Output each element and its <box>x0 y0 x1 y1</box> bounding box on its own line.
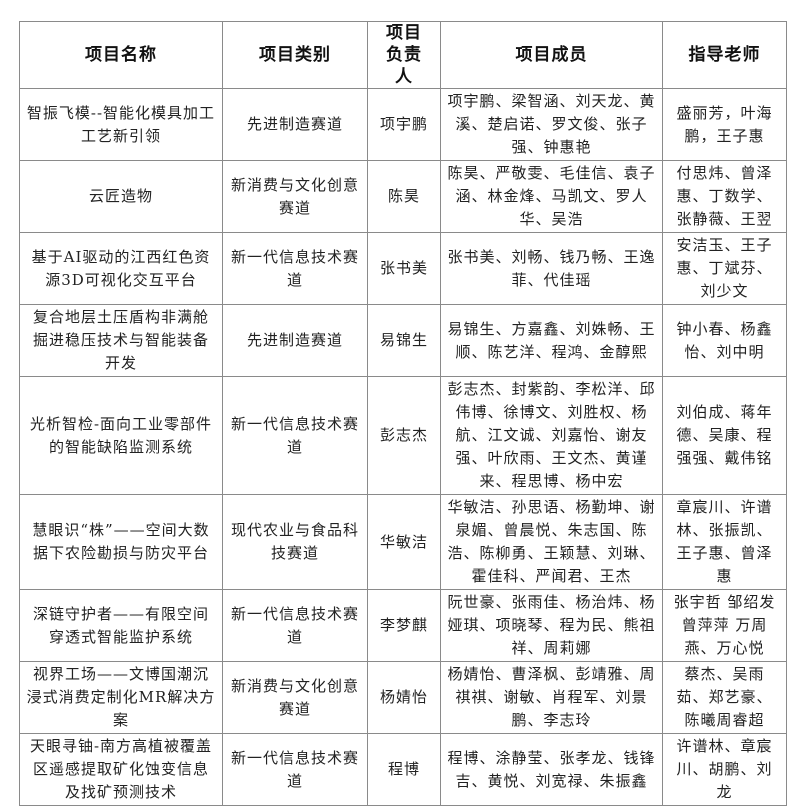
header-project-members: 项目成员 <box>440 21 663 89</box>
cell-project-leader: 张书美 <box>367 232 441 305</box>
cell-project-leader: 项宇鹏 <box>367 88 441 161</box>
cell-project-category: 新一代信息技术赛道 <box>222 376 368 495</box>
cell-project-members: 彭志杰、封紫韵、李松洋、邱伟博、徐博文、刘胜权、杨航、江文诚、刘嘉怡、谢友强、叶… <box>440 376 663 495</box>
cell-advisors: 盛丽芳，叶海鹏，王子惠 <box>662 88 787 161</box>
cell-project-members: 张书美、刘畅、钱乃畅、王逸菲、代佳瑶 <box>440 232 663 305</box>
cell-project-category: 新消费与文化创意赛道 <box>222 160 368 233</box>
cell-project-leader: 杨婧怡 <box>367 661 441 734</box>
cell-project-name: 深链守护者——有限空间穿透式智能监护系统 <box>19 589 223 662</box>
cell-project-members: 杨婧怡、曹泽枫、彭靖雅、周祺祺、谢敏、肖程军、刘景鹏、李志玲 <box>440 661 663 734</box>
cell-advisors: 刘伯成、蒋年德、吴康、程强强、戴伟铭 <box>662 376 787 495</box>
cell-advisors: 蔡杰、吴雨茹、郑艺豪、陈曦周睿超 <box>662 661 787 734</box>
cell-advisors: 张宇哲 邹绍发 曾萍萍 万周燕、万心悦 <box>662 589 787 662</box>
cell-project-category: 新一代信息技术赛道 <box>222 733 368 806</box>
header-row: 项目名称 项目类别 项目负责人 项目成员 指导老师 <box>19 21 787 89</box>
cell-project-category: 新消费与文化创意赛道 <box>222 661 368 734</box>
table-row: 基于AI驱动的江西红色资源3D可视化交互平台 新一代信息技术赛道 张书美 张书美、刘畅… <box>19 232 787 305</box>
table-row: 天眼寻铀-南方高植被覆盖区遥感提取矿化蚀变信息及找矿预测技术 新一代信息技术赛道程… <box>19 733 787 806</box>
cell-project-members: 易锦生、方嘉鑫、刘姝畅、王顺、陈艺洋、程鸿、金醇熙 <box>440 304 663 377</box>
cell-project-name: 基于AI驱动的江西红色资源3D可视化交互平台 <box>19 232 223 305</box>
cell-project-category: 新一代信息技术赛道 <box>222 589 368 662</box>
cell-project-members: 华敏洁、孙思语、杨勤坤、谢泉媚、曾晨悦、朱志国、陈浩、陈柳勇、王颖慧、刘琳、霍佳… <box>440 494 663 590</box>
cell-advisors: 章宸川、许谱林、张振凯、王子惠、曾泽惠 <box>662 494 787 590</box>
cell-advisors: 钟小春、杨鑫怡、刘中明 <box>662 304 787 377</box>
cell-project-category: 先进制造赛道 <box>222 304 368 377</box>
cell-project-members: 阮世豪、张雨佳、杨治炜、杨娅琪、项晓琴、程为民、熊祖祥、周莉娜 <box>440 589 663 662</box>
cell-project-name: 复合地层土压盾构非满舱掘进稳压技术与智能装备开发 <box>19 304 223 377</box>
cell-project-leader: 陈昊 <box>367 160 441 233</box>
cell-project-members: 陈昊、严敬雯、毛佳信、袁子涵、林金烽、马凯文、罗人华、吴浩 <box>440 160 663 233</box>
header-project-leader: 项目负责人 <box>367 21 441 89</box>
cell-project-leader: 彭志杰 <box>367 376 441 495</box>
table-row: 智振飞模--智能化模具加工工艺新引领 先进制造赛道 项宇鹏 项宇鹏、梁智涵、刘天龙、黄… <box>19 88 787 161</box>
cell-project-name: 光析智检-面向工业零部件的智能缺陷监测系统 <box>19 376 223 495</box>
cell-project-leader: 易锦生 <box>367 304 441 377</box>
cell-project-name: 天眼寻铀-南方高植被覆盖区遥感提取矿化蚀变信息及找矿预测技术 <box>19 733 223 806</box>
cell-project-leader: 华敏洁 <box>367 494 441 590</box>
cell-project-category: 新一代信息技术赛道 <box>222 232 368 305</box>
header-project-category: 项目类别 <box>222 21 368 89</box>
cell-project-leader: 程博 <box>367 733 441 806</box>
projects-table: 项目名称 项目类别 项目负责人 项目成员 指导老师 智振飞模--智能化模具加工工… <box>19 21 787 806</box>
cell-project-category: 先进制造赛道 <box>222 88 368 161</box>
cell-project-category: 现代农业与食品科技赛道 <box>222 494 368 590</box>
cell-project-members: 程博、涂静莹、张孝龙、钱锋吉、黄悦、刘宽禄、朱振鑫 <box>440 733 663 806</box>
cell-project-name: 云匠造物 <box>19 160 223 233</box>
table-row: 慧眼识“株”——空间大数据下农险勘损与防灾平台 现代农业与食品科技赛道 华敏洁 华敏洁… <box>19 494 787 590</box>
cell-advisors: 安洁玉、王子惠、丁斌芬、刘少文 <box>662 232 787 305</box>
cell-advisors: 付思炜、曾泽惠、丁数学、张静薇、王翌 <box>662 160 787 233</box>
table-row: 复合地层土压盾构非满舱掘进稳压技术与智能装备开发 先进制造赛道 易锦生 易锦生、方嘉鑫… <box>19 304 787 377</box>
cell-project-name: 视界工场——文博国潮沉浸式消费定制化MR解决方案 <box>19 661 223 734</box>
header-project-name: 项目名称 <box>19 21 223 89</box>
header-advisors: 指导老师 <box>662 21 787 89</box>
cell-advisors: 许谱林、章宸川、胡鹏、刘龙 <box>662 733 787 806</box>
table-row: 视界工场——文博国潮沉浸式消费定制化MR解决方案 新消费与文化创意赛道 杨婧怡 杨婧怡… <box>19 661 787 734</box>
cell-project-name: 智振飞模--智能化模具加工工艺新引领 <box>19 88 223 161</box>
cell-project-members: 项宇鹏、梁智涵、刘天龙、黄溪、楚启诺、罗文俊、张子强、钟惠艳 <box>440 88 663 161</box>
table-row: 云匠造物 新消费与文化创意赛道 陈昊 陈昊、严敬雯、毛佳信、袁子涵、林金烽、马凯文、罗… <box>19 160 787 233</box>
cell-project-leader: 李梦麒 <box>367 589 441 662</box>
table-row: 深链守护者——有限空间穿透式智能监护系统 新一代信息技术赛道 李梦麒 阮世豪、张雨佳、… <box>19 589 787 662</box>
cell-project-name: 慧眼识“株”——空间大数据下农险勘损与防灾平台 <box>19 494 223 590</box>
table-row: 光析智检-面向工业零部件的智能缺陷监测系统 新一代信息技术赛道 彭志杰 彭志杰、封紫韵… <box>19 376 787 495</box>
